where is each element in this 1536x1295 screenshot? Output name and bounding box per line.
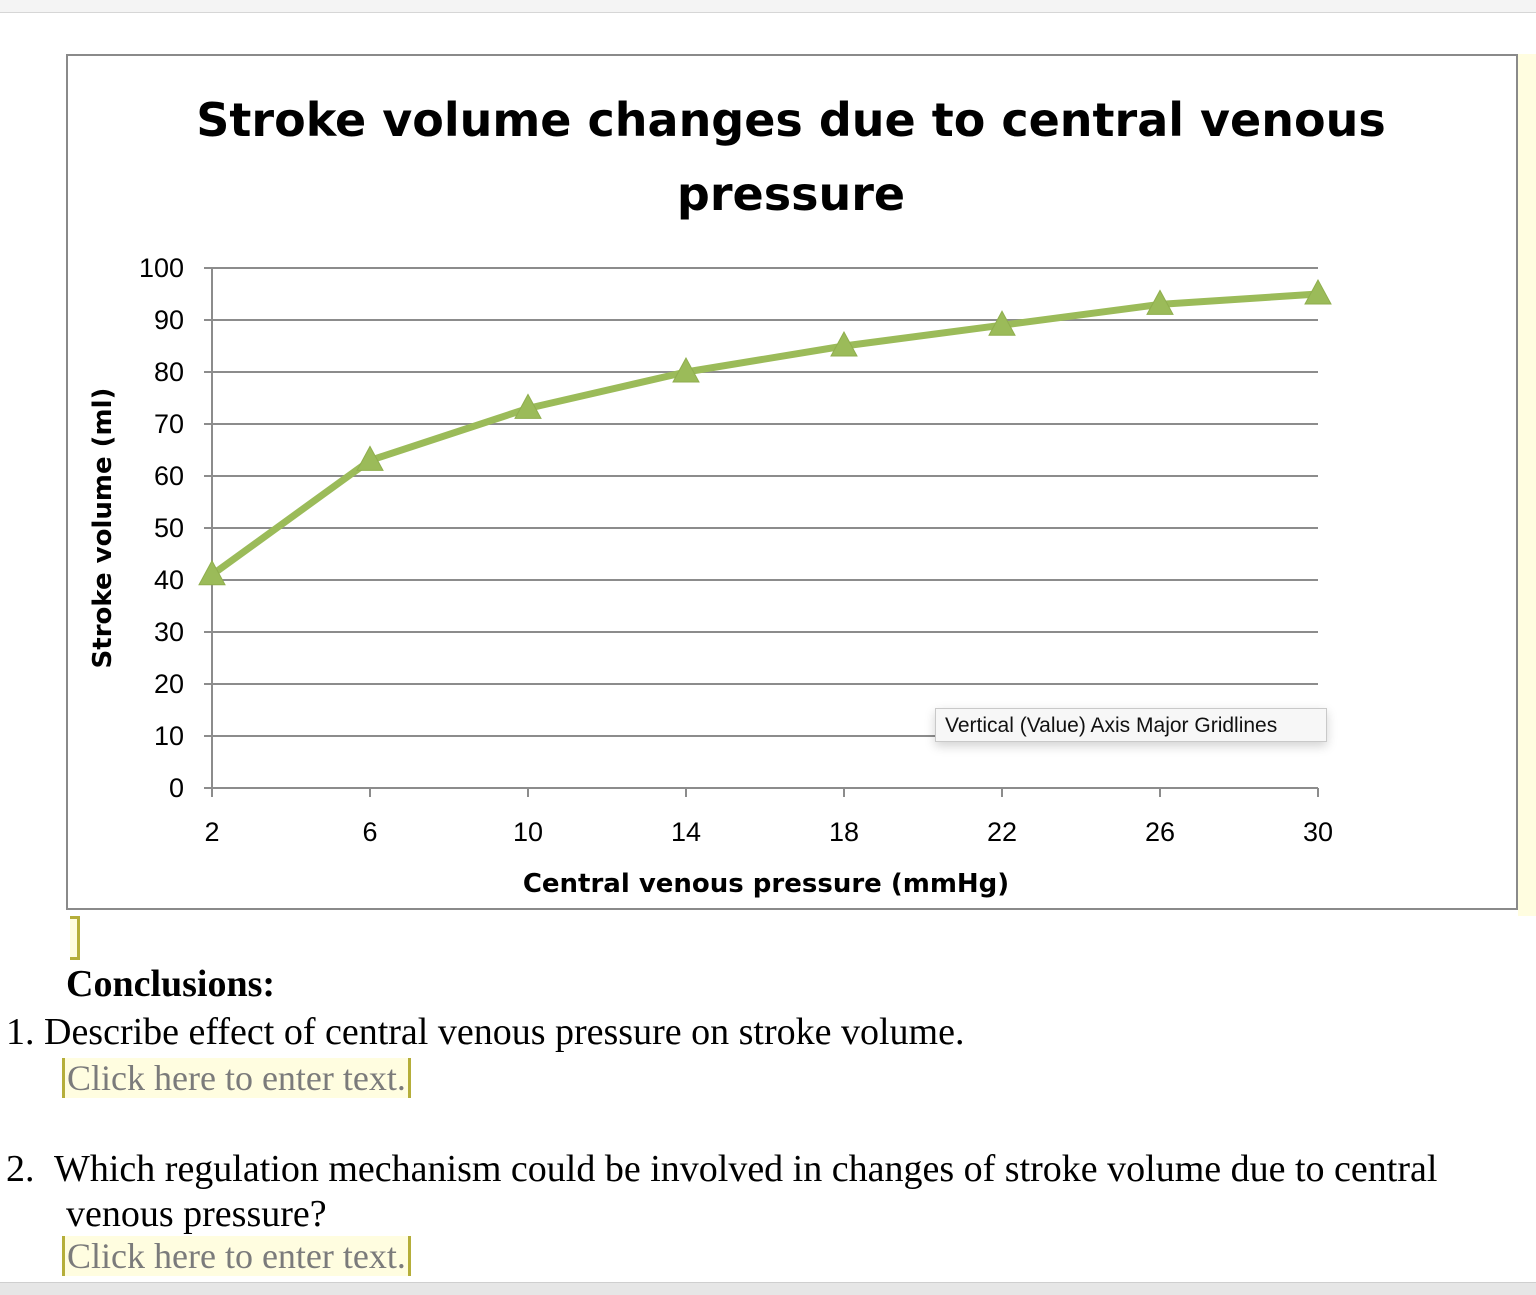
question-2-number: 2.	[6, 1148, 35, 1190]
x-tick-label-18: 18	[829, 817, 859, 847]
x-tick-label-26: 26	[1145, 817, 1175, 847]
gridlines[interactable]	[204, 267, 1318, 789]
y-tick-label-30: 30	[154, 617, 184, 647]
x-axis-title: Central venous pressure (mmHg)	[523, 869, 1009, 899]
question-1: 1. Describe effect of central venous pre…	[6, 1011, 965, 1053]
series-line[interactable]	[209, 290, 1319, 578]
data-point-x14[interactable]	[672, 356, 700, 383]
gridlines-tooltip: Vertical (Value) Axis Major Gridlines	[935, 708, 1327, 742]
window-bottom-bar	[0, 1282, 1536, 1295]
question-2: 2. Which regulation mechanism could be in…	[6, 1146, 1532, 1192]
x-tick-label-30: 30	[1303, 817, 1333, 847]
y-tick-label-70: 70	[154, 409, 184, 439]
y-tick-label-80: 80	[154, 357, 184, 387]
y-tick-label-50: 50	[154, 513, 184, 543]
series[interactable]	[198, 278, 1332, 586]
chart-title-line-2: pressure	[677, 167, 905, 221]
data-point-x22[interactable]	[988, 310, 1016, 336]
conclusions-heading: Conclusions:	[66, 963, 276, 1005]
content-control-highlight	[1518, 54, 1536, 916]
stroke-volume-chart[interactable]: Stroke volume changes due to central ven…	[0, 0, 1536, 920]
answer-2-field[interactable]: Click here to enter text.	[62, 1236, 411, 1276]
data-point-x30[interactable]	[1304, 278, 1332, 305]
data-point-x10[interactable]	[514, 393, 542, 419]
data-point-x26[interactable]	[1146, 289, 1174, 315]
data-point-x6[interactable]	[356, 445, 384, 471]
y-tick-label-10: 10	[154, 721, 184, 751]
data-point-x18[interactable]	[830, 330, 858, 357]
x-tick-label-6: 6	[362, 817, 377, 847]
chart-area[interactable]	[66, 54, 1518, 910]
window-top-bar	[0, 0, 1536, 13]
y-tick-label-100: 100	[139, 253, 184, 283]
x-tick-label-14: 14	[671, 817, 701, 847]
y-axis-title: Stroke volume (ml)	[88, 388, 118, 669]
x-tick-label-10: 10	[513, 817, 543, 847]
x-tick-label-22: 22	[987, 817, 1017, 847]
y-tick-label-0: 0	[169, 773, 184, 803]
answer-1-field[interactable]: Click here to enter text.	[62, 1058, 411, 1098]
data-point-x2[interactable]	[198, 559, 226, 586]
y-tick-label-40: 40	[154, 565, 184, 595]
question-2-line-2: venous pressure?	[66, 1193, 327, 1235]
y-tick-label-90: 90	[154, 305, 184, 335]
y-tick-label-20: 20	[154, 669, 184, 699]
x-tick-label-2: 2	[204, 817, 219, 847]
chart-title-line-1: Stroke volume changes due to central ven…	[196, 93, 1385, 147]
content-control-bracket[interactable]	[70, 916, 80, 960]
question-2-line-1: Which regulation mechanism could be invo…	[54, 1148, 1438, 1190]
y-tick-label-60: 60	[154, 461, 184, 491]
